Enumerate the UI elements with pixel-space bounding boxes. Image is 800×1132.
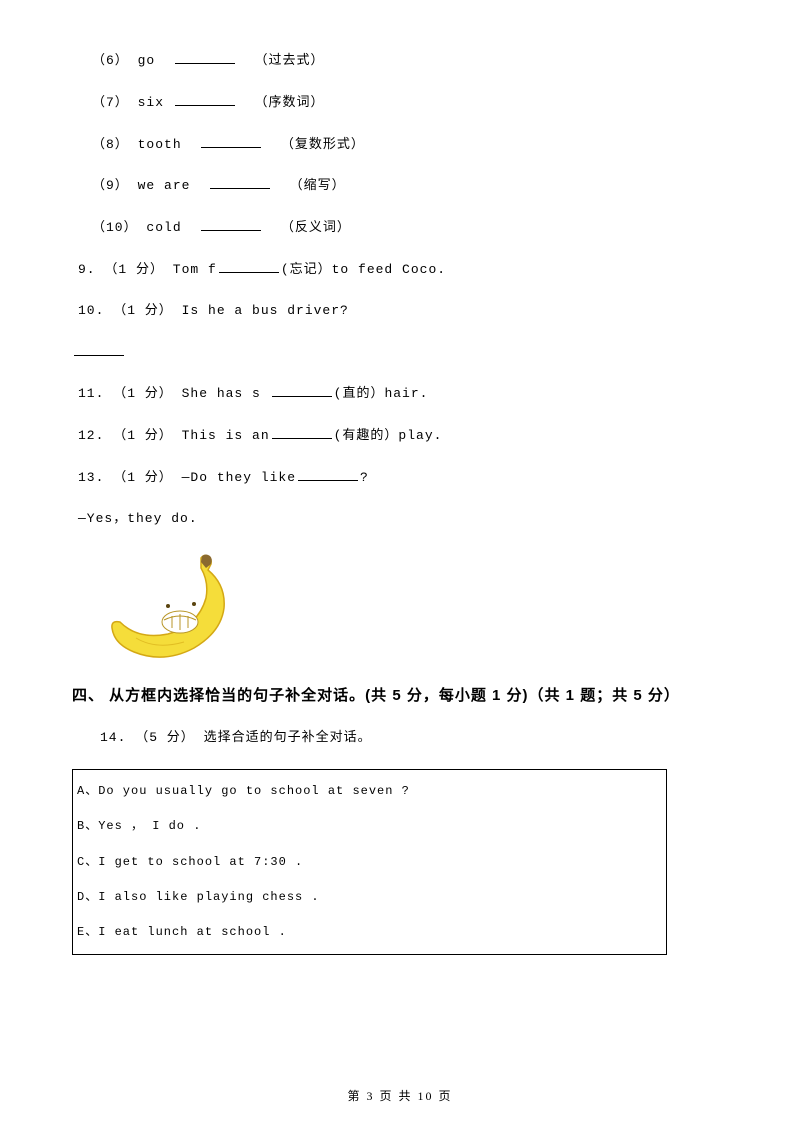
item-hint: （复数形式） xyxy=(281,137,365,152)
blank[interactable] xyxy=(74,342,124,356)
blank[interactable] xyxy=(272,383,332,397)
blank[interactable] xyxy=(272,425,332,439)
item-word: six xyxy=(138,95,164,110)
item-9: （9） we are （缩写） xyxy=(72,175,728,197)
q12-hint: (有趣的）play. xyxy=(334,428,443,443)
q11-pre: 11. （1 分） She has s xyxy=(78,386,261,401)
banana-image xyxy=(106,550,728,667)
option-b: B、Yes ， I do . xyxy=(77,817,662,836)
item-num: （9） xyxy=(92,178,129,193)
q10-text: 10. （1 分） Is he a bus driver? xyxy=(78,303,349,318)
question-9: 9. （1 分） Tom f (忘记）to feed Coco. xyxy=(72,259,728,281)
blank[interactable] xyxy=(219,259,279,273)
options-box: A、Do you usually go to school at seven ?… xyxy=(72,769,667,955)
page-footer: 第 3 页 共 10 页 xyxy=(0,1087,800,1106)
q12-pre: 12. （1 分） This is an xyxy=(78,428,270,443)
item-word: tooth xyxy=(138,137,182,152)
item-num: （10） xyxy=(92,220,138,235)
banana-eye xyxy=(166,604,170,608)
item-hint: （反义词） xyxy=(281,220,351,235)
q13-ans: —Yes，they do. xyxy=(78,511,198,526)
q9-hint: (忘记）to feed Coco. xyxy=(281,262,446,277)
question-14: 14. （5 分） 选择合适的句子补全对话。 xyxy=(72,728,728,749)
q14-text: 14. （5 分） 选择合适的句子补全对话。 xyxy=(100,730,372,745)
blank[interactable] xyxy=(210,175,270,189)
item-hint: （缩写） xyxy=(290,178,346,193)
item-num: （7） xyxy=(92,95,129,110)
item-hint: （序数词） xyxy=(254,95,324,110)
item-word: go xyxy=(138,53,156,68)
option-c: C、I get to school at 7:30 . xyxy=(77,853,662,872)
q13-post: ? xyxy=(360,470,369,485)
option-a: A、Do you usually go to school at seven ? xyxy=(77,782,662,801)
option-d: D、I also like playing chess . xyxy=(77,888,662,907)
item-10: （10） cold （反义词） xyxy=(72,217,728,239)
blank[interactable] xyxy=(201,134,261,148)
item-word: we are xyxy=(138,178,191,193)
item-hint: （过去式） xyxy=(254,53,324,68)
question-10-blank xyxy=(72,342,728,364)
q13-pre: 13. （1 分） —Do they like xyxy=(78,470,296,485)
item-6: （6） go （过去式） xyxy=(72,50,728,72)
option-e: E、I eat lunch at school . xyxy=(77,923,662,942)
question-13-answer: —Yes，they do. xyxy=(72,509,728,530)
question-13: 13. （1 分） —Do they like? xyxy=(72,467,728,489)
item-7: （7） six （序数词） xyxy=(72,92,728,114)
blank[interactable] xyxy=(175,50,235,64)
q9-pre: 9. （1 分） Tom f xyxy=(78,262,217,277)
section-4-heading: 四、 从方框内选择恰当的句子补全对话。(共 5 分，每小题 1 分)（共 1 题… xyxy=(72,684,728,708)
blank[interactable] xyxy=(298,467,358,481)
question-12: 12. （1 分） This is an (有趣的）play. xyxy=(72,425,728,447)
q11-hint: (直的）hair. xyxy=(334,386,429,401)
banana-icon xyxy=(106,550,246,660)
question-10: 10. （1 分） Is he a bus driver? xyxy=(72,301,728,322)
question-11: 11. （1 分） She has s (直的）hair. xyxy=(72,383,728,405)
blank[interactable] xyxy=(201,217,261,231)
banana-eye xyxy=(192,602,196,606)
item-word: cold xyxy=(146,220,181,235)
item-num: （6） xyxy=(92,53,129,68)
item-8: （8） tooth （复数形式） xyxy=(72,134,728,156)
item-num: （8） xyxy=(92,137,129,152)
blank[interactable] xyxy=(175,92,235,106)
